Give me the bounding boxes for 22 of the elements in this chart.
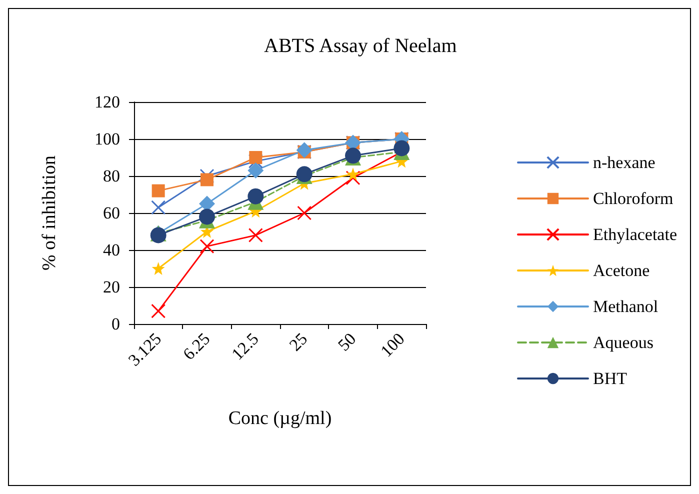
legend-label: Aqueous [592,333,654,352]
y-tick-label: 40 [103,240,120,260]
y-tick-label: 0 [112,314,120,334]
legend-label: BHT [592,369,628,388]
chart-title: ABTS Assay of Neelam [264,35,458,57]
legend-label: Acetone [592,261,650,280]
x-tick-label: 50 [334,329,360,355]
x-tick-label: 6.25 [179,329,214,364]
legend-label: Chloroform [592,189,674,208]
x-tick-label: 12.5 [228,329,262,364]
y-tick-label: 80 [103,166,120,186]
legend-label: Methanol [592,297,658,316]
legend-label: n-hexane [592,153,656,172]
x-tick-label: 100 [376,329,408,361]
x-axis-title: Conc (µg/ml) [228,408,332,429]
y-tick-label: 20 [103,278,120,296]
y-tick-label: 120 [94,92,120,112]
x-tick-label: 25 [286,329,312,355]
y-axis-title: % of inhibition [39,154,60,271]
legend-label: Ethylacetate [592,225,678,244]
y-tick-label: 100 [94,130,120,148]
y-tick-label: 60 [103,204,120,222]
